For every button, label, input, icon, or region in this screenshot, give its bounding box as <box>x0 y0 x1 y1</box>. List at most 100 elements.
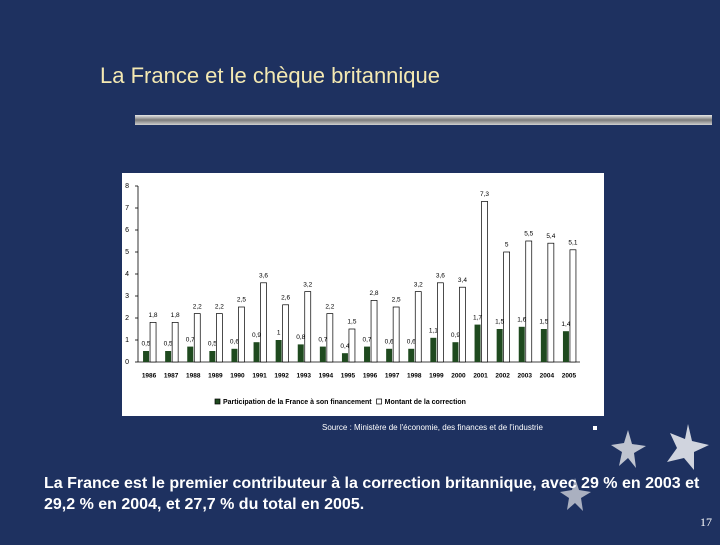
y-tick-label: 0 <box>125 359 129 366</box>
bar <box>238 306 245 363</box>
x-tick-label: 1987 <box>164 373 179 380</box>
value-label: 1,7 <box>473 314 482 321</box>
value-label: 3,2 <box>303 281 312 288</box>
x-tick-label: 1994 <box>319 373 334 380</box>
value-label: 0,5 <box>164 341 173 348</box>
bar <box>540 329 547 362</box>
x-tick-label: 1995 <box>341 373 356 380</box>
bar <box>326 313 334 363</box>
x-tick-label: 2005 <box>562 373 577 380</box>
x-tick-label: 1996 <box>363 373 378 380</box>
value-label: 1,8 <box>149 312 158 319</box>
value-label: 3,4 <box>458 277 467 284</box>
bar <box>319 346 326 362</box>
x-tick-label: 2002 <box>495 373 510 380</box>
bar <box>209 351 216 362</box>
value-label: 0,6 <box>407 339 416 346</box>
page-number: 17 <box>700 515 712 529</box>
value-label: 1,8 <box>171 312 180 319</box>
bar <box>149 322 157 363</box>
y-tick-label: 2 <box>125 315 129 322</box>
value-label: 1,4 <box>561 321 570 328</box>
bar <box>260 282 267 363</box>
value-label: 2,6 <box>281 295 290 302</box>
value-label: 0,7 <box>186 336 195 343</box>
value-label: 1,6 <box>517 317 526 324</box>
y-tick-label: 5 <box>125 249 129 256</box>
x-tick-label: 1989 <box>208 373 223 380</box>
bar <box>392 306 400 363</box>
bar <box>525 240 533 363</box>
slide-title: La France et le chèque britannique <box>100 63 440 88</box>
value-label: 5 <box>505 242 509 249</box>
bar <box>503 251 510 363</box>
bar <box>165 351 172 362</box>
bar <box>518 326 525 362</box>
value-label: 0,9 <box>451 332 460 339</box>
value-label: 7,3 <box>480 191 489 198</box>
value-label: 2,8 <box>370 290 379 297</box>
y-tick-label: 1 <box>125 337 129 344</box>
bar <box>364 346 371 362</box>
x-tick-label: 2000 <box>451 373 466 380</box>
value-label: 5,5 <box>524 231 533 238</box>
bar <box>370 300 378 363</box>
y-tick-label: 8 <box>125 183 129 190</box>
bar <box>547 242 555 363</box>
bullet <box>593 426 597 430</box>
value-label: 1 <box>277 330 281 337</box>
x-tick-label: 1993 <box>297 373 312 380</box>
bar <box>275 340 282 362</box>
x-tick-label: 1997 <box>385 373 400 380</box>
bar <box>282 304 289 363</box>
y-tick-label: 3 <box>125 293 129 300</box>
bar <box>341 353 348 362</box>
value-label: 3,6 <box>259 273 268 280</box>
x-tick-label: 1991 <box>252 373 267 380</box>
x-tick-label: 2003 <box>518 373 533 380</box>
bar <box>386 348 393 362</box>
bar <box>297 344 304 362</box>
bar <box>253 342 260 362</box>
value-label: 1,5 <box>539 319 548 326</box>
x-tick-label: 1999 <box>429 373 444 380</box>
value-label: 2,5 <box>392 297 401 304</box>
value-label: 0,7 <box>363 336 372 343</box>
source: Source : Ministère de l'économie, des fi… <box>322 423 544 432</box>
x-tick-label: 1986 <box>142 373 157 380</box>
bar <box>459 286 466 363</box>
y-tick-label: 7 <box>125 205 129 212</box>
bar <box>481 201 488 363</box>
bar <box>437 282 444 363</box>
bar <box>452 342 459 362</box>
x-tick-label: 1998 <box>407 373 422 380</box>
value-label: 5,4 <box>546 233 555 240</box>
value-label: 1,5 <box>347 319 356 326</box>
value-label: 0,4 <box>340 343 349 350</box>
y-tick-label: 4 <box>125 271 129 278</box>
value-label: 0,9 <box>252 332 261 339</box>
value-label: 0,7 <box>318 336 327 343</box>
bar <box>348 328 356 363</box>
bar <box>193 313 201 363</box>
bar <box>430 337 437 362</box>
bar <box>562 331 569 362</box>
value-label: 2,2 <box>193 303 202 310</box>
y-tick-label: 6 <box>125 227 129 234</box>
bar <box>187 346 194 362</box>
bar <box>143 351 150 362</box>
value-label: 1,1 <box>429 328 438 335</box>
bar <box>474 324 481 362</box>
legend-swatch <box>214 398 221 405</box>
legend-label: Participation de la France à son finance… <box>223 399 372 406</box>
value-label: 2,2 <box>215 303 224 310</box>
bar <box>231 348 238 362</box>
bar <box>408 348 415 362</box>
x-tick-label: 1988 <box>186 373 201 380</box>
value-label: 0,5 <box>142 341 151 348</box>
bar <box>414 291 422 363</box>
body-text: La France est le premier contributeur à … <box>44 475 700 513</box>
star <box>560 478 591 511</box>
star <box>667 424 709 470</box>
